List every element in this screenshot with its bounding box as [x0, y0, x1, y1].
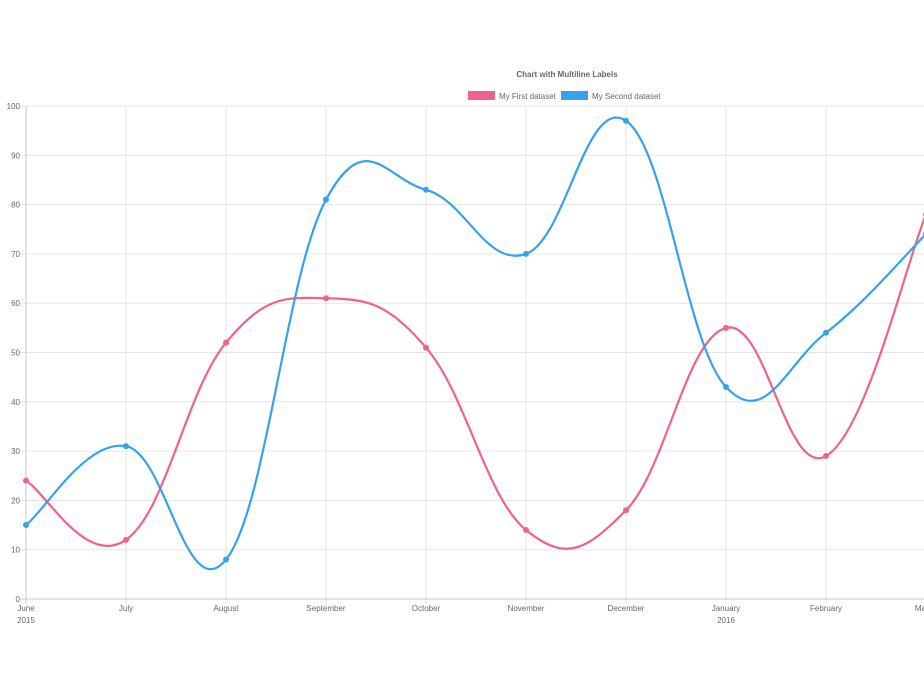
x-tick-label: August	[214, 604, 240, 613]
chart-title: Chart with Multiline Labels	[516, 70, 618, 79]
x-axis: June 2015 July August September October Novemb…	[17, 604, 924, 625]
series-2	[23, 116, 924, 571]
data-point[interactable]	[323, 295, 329, 302]
x-tick-label: March	[915, 604, 924, 613]
data-point[interactable]	[623, 507, 629, 514]
legend-item[interactable]: My Second dataset	[561, 91, 661, 101]
data-point[interactable]	[23, 477, 29, 484]
y-tick-label: 100	[7, 102, 21, 111]
data-point[interactable]	[423, 344, 429, 351]
y-tick-label: 50	[11, 349, 20, 358]
x-tick-label-line2: 2016	[717, 616, 735, 625]
x-tick-label-line2: 2015	[17, 616, 35, 625]
data-point[interactable]	[823, 329, 829, 336]
y-tick-label: 30	[11, 447, 20, 456]
data-point[interactable]	[23, 522, 29, 529]
legend-item[interactable]: My First dataset	[468, 91, 557, 101]
data-point[interactable]	[223, 556, 229, 563]
legend: My First dataset My Second dataset	[468, 91, 661, 101]
series-layer	[23, 116, 924, 571]
x-tick-label: October	[412, 604, 441, 613]
y-tick-label: 20	[11, 496, 20, 505]
y-tick-label: 0	[16, 595, 21, 604]
data-point[interactable]	[123, 536, 129, 543]
series-1	[23, 212, 924, 550]
data-point[interactable]	[323, 196, 329, 203]
legend-swatch	[468, 91, 495, 100]
x-tick-label: February	[810, 604, 842, 613]
x-tick-label: July	[119, 604, 133, 613]
data-point[interactable]	[123, 443, 129, 450]
series-line	[25, 116, 924, 571]
legend-label: My First dataset	[499, 92, 557, 101]
data-point[interactable]	[523, 526, 529, 533]
y-tick-label: 40	[11, 398, 20, 407]
x-tick-label: January	[712, 604, 740, 613]
legend-swatch	[561, 91, 588, 100]
data-point[interactable]	[823, 453, 829, 460]
x-tick-label: November	[508, 604, 545, 613]
x-tick-label: September	[306, 604, 345, 613]
y-tick-label: 60	[11, 299, 20, 308]
data-point[interactable]	[423, 186, 429, 193]
y-tick-label: 10	[11, 546, 20, 555]
data-point[interactable]	[623, 117, 629, 124]
data-point[interactable]	[723, 324, 729, 331]
y-tick-label: 70	[11, 250, 20, 259]
y-tick-label: 90	[11, 151, 20, 160]
legend-label: My Second dataset	[592, 92, 661, 101]
data-point[interactable]	[723, 384, 729, 391]
y-axis: 0 10 20 30 40 50 60 70 80 90 100	[7, 102, 924, 604]
y-tick-label: 80	[11, 201, 20, 210]
data-point[interactable]	[223, 339, 229, 346]
data-point[interactable]	[523, 250, 529, 257]
gridlines	[20, 105, 924, 604]
series-line	[25, 216, 924, 550]
x-tick-label: June	[17, 604, 35, 613]
x-tick-label: December	[608, 604, 645, 613]
